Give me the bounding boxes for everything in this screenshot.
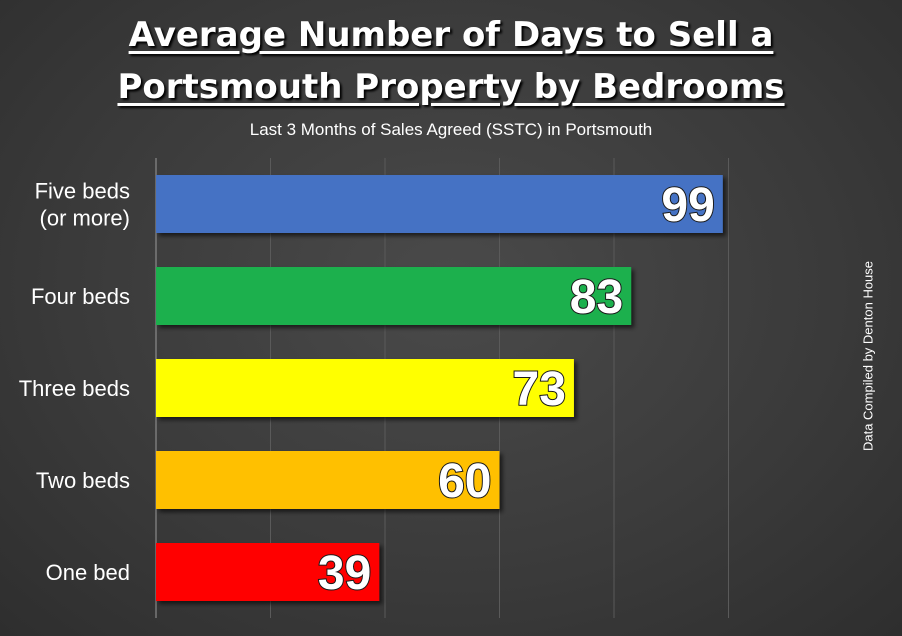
category-label: Two beds <box>36 468 130 493</box>
bars <box>156 175 723 601</box>
bar <box>156 543 380 601</box>
chart-title-line-1: Average Number of Days to Sell a <box>128 15 774 55</box>
bar-value-label: 39 <box>318 547 371 600</box>
bar <box>156 359 574 417</box>
bar <box>156 451 500 509</box>
category-label: One bed <box>46 560 130 585</box>
bar-value-label: 99 <box>661 179 714 232</box>
bar <box>156 267 632 325</box>
category-label: (or more) <box>40 206 130 231</box>
bar-value-label: 83 <box>570 271 623 324</box>
category-label: Four beds <box>31 284 130 309</box>
bar-value-label: 73 <box>513 363 566 416</box>
category-label: Five beds <box>35 179 130 204</box>
bar-value-label: 60 <box>438 455 491 508</box>
chart-title-line-2: Portsmouth Property by Bedrooms <box>117 67 785 107</box>
chart-subtitle: Last 3 Months of Sales Agreed (SSTC) in … <box>249 120 653 139</box>
bar <box>156 175 723 233</box>
source-note: Data Compiled by Denton House <box>860 260 876 452</box>
labels: 99 Five beds(or more) 83 Four beds 73 Three b… <box>19 178 716 601</box>
category-label: Three beds <box>19 376 130 401</box>
